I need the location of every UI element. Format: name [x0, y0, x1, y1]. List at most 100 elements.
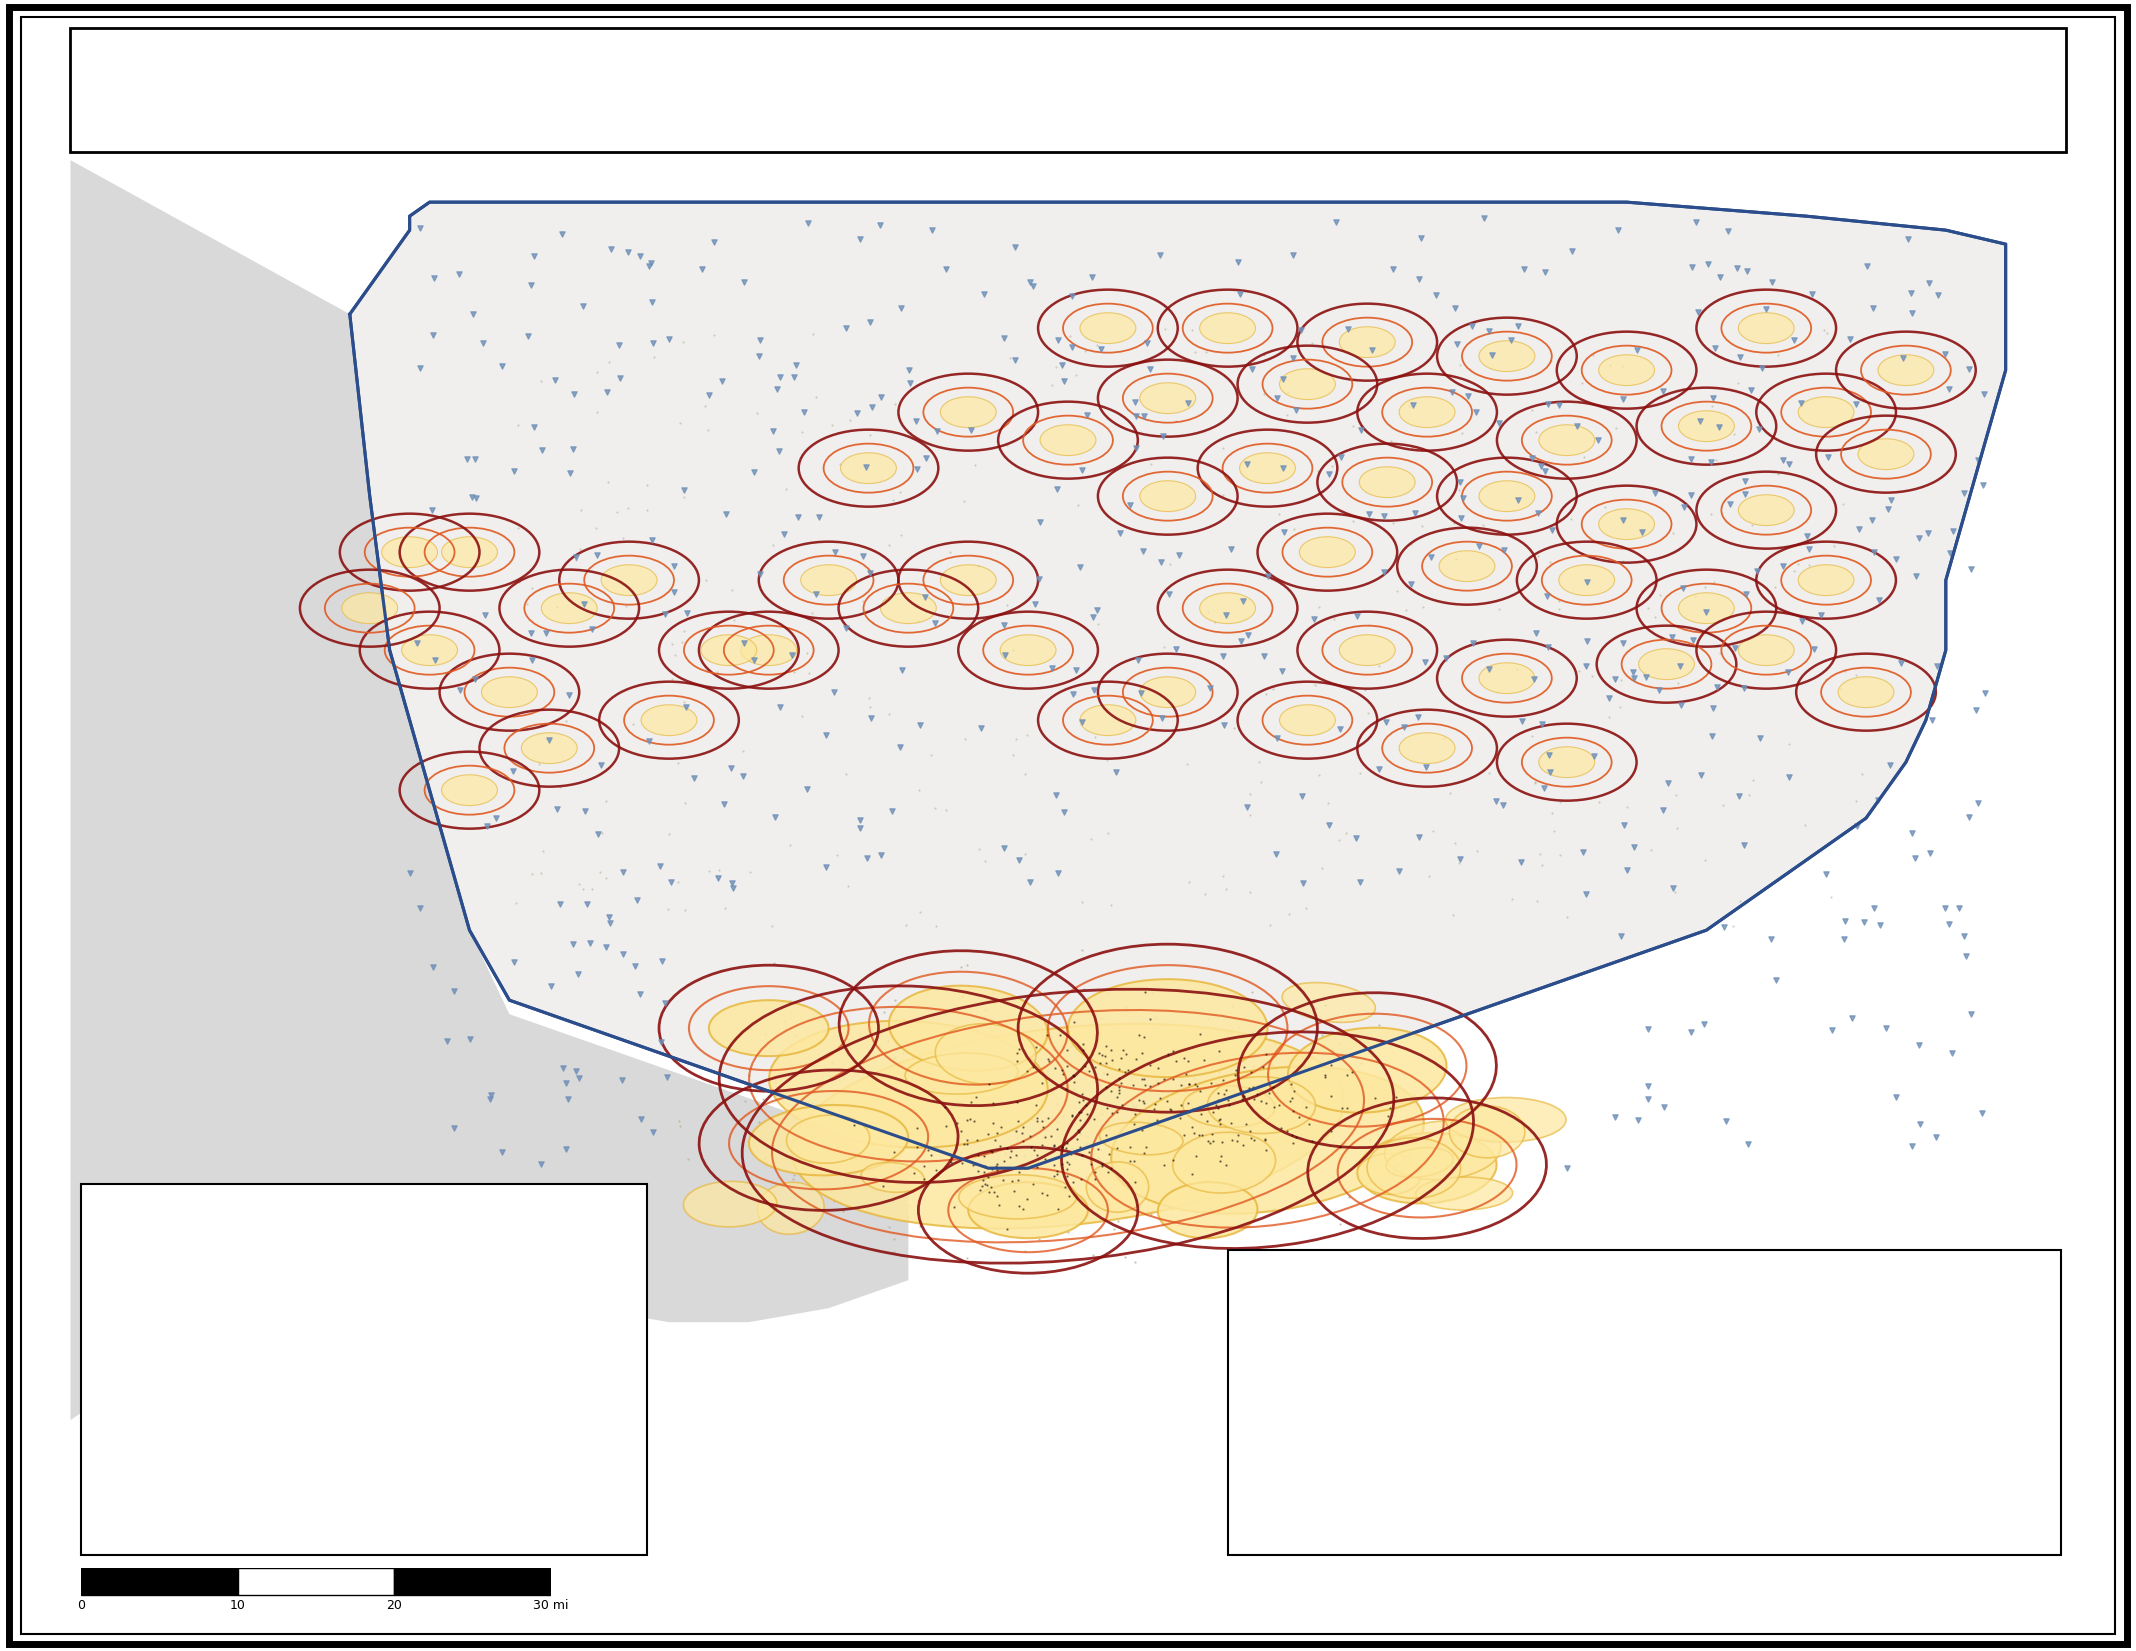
Point [1205, 1139, 1239, 1166]
Ellipse shape [641, 705, 696, 736]
Point [662, 1108, 696, 1134]
Point [1004, 1213, 1038, 1240]
Point [1542, 588, 1576, 614]
Point [822, 1058, 857, 1085]
Point [972, 1071, 1006, 1098]
Point [1732, 781, 1766, 807]
Point [743, 561, 778, 588]
Point [1604, 923, 1638, 949]
Point [645, 948, 679, 974]
Point [1027, 1124, 1062, 1151]
Point [1536, 819, 1570, 845]
Point [602, 332, 637, 358]
Point [1232, 1065, 1267, 1091]
Point [1207, 712, 1241, 738]
Point [933, 1141, 968, 1167]
Point [575, 875, 609, 901]
Point [1171, 390, 1205, 416]
Point [1230, 1156, 1265, 1182]
Point [1175, 1114, 1209, 1141]
Point [1382, 859, 1416, 885]
Point [1062, 1119, 1096, 1146]
Point [1344, 416, 1378, 442]
Point [1207, 1067, 1241, 1093]
Point [1487, 791, 1521, 817]
Point [1604, 667, 1638, 693]
Point [1055, 1169, 1089, 1195]
Point [1218, 1093, 1252, 1119]
Point [1252, 1162, 1286, 1189]
Point [1192, 1075, 1226, 1101]
Point [1147, 1067, 1181, 1093]
Point [940, 1149, 974, 1176]
Point [1260, 385, 1294, 411]
Point [1442, 850, 1476, 877]
Point [1241, 1159, 1275, 1185]
Point [1275, 1129, 1309, 1156]
Point [846, 588, 880, 614]
Point [1262, 500, 1297, 527]
Point [677, 764, 711, 791]
Point [1049, 1134, 1083, 1161]
Point [1606, 507, 1640, 533]
Point [901, 778, 936, 804]
Point [1606, 546, 1640, 573]
Point [1570, 882, 1604, 908]
Point [1143, 1085, 1177, 1111]
Point [1104, 1091, 1138, 1118]
Point [1871, 495, 1905, 522]
Point [637, 343, 671, 370]
Point [1055, 282, 1089, 309]
Point [1811, 444, 1846, 471]
Point [1405, 594, 1440, 621]
Point [1038, 353, 1072, 380]
Point [1301, 1027, 1335, 1053]
Point [1935, 1040, 1969, 1067]
Point [1856, 507, 1890, 533]
Point [1429, 646, 1463, 672]
Point [1856, 296, 1890, 322]
Point [1935, 518, 1969, 545]
Point [965, 1167, 1000, 1194]
Ellipse shape [906, 1053, 1019, 1095]
Point [929, 256, 963, 282]
Point [1574, 662, 1608, 688]
Point [923, 1035, 957, 1062]
Point [906, 1152, 940, 1179]
Point [669, 896, 703, 923]
Point [1027, 1062, 1062, 1088]
Point [756, 949, 790, 976]
Point [611, 239, 645, 266]
Point [1106, 1058, 1141, 1085]
Point [630, 497, 664, 523]
Ellipse shape [786, 1114, 869, 1164]
Ellipse shape [442, 537, 498, 568]
Point [1179, 1142, 1213, 1169]
Point [1032, 1105, 1066, 1131]
Ellipse shape [1141, 677, 1196, 708]
Point [882, 479, 916, 505]
Point [1277, 1078, 1312, 1105]
Point [1134, 1052, 1168, 1078]
Point [876, 487, 910, 513]
Point [630, 472, 664, 499]
Point [1019, 1091, 1053, 1118]
Point [1121, 1086, 1156, 1113]
Point [1027, 1146, 1062, 1172]
Point [1209, 603, 1243, 629]
Point [1282, 1103, 1316, 1129]
Point [1290, 1093, 1324, 1119]
Point [1237, 1075, 1271, 1101]
Point [1171, 1090, 1205, 1116]
Point [1087, 1126, 1121, 1152]
Point [951, 953, 985, 979]
Point [1781, 551, 1816, 578]
Point [1256, 1093, 1290, 1119]
Point [1059, 1126, 1094, 1152]
Point [1006, 1075, 1040, 1101]
Point [1188, 1047, 1222, 1073]
Point [1880, 546, 1914, 573]
Point [551, 1086, 585, 1113]
Point [1247, 342, 1282, 368]
Point [1288, 1124, 1322, 1151]
